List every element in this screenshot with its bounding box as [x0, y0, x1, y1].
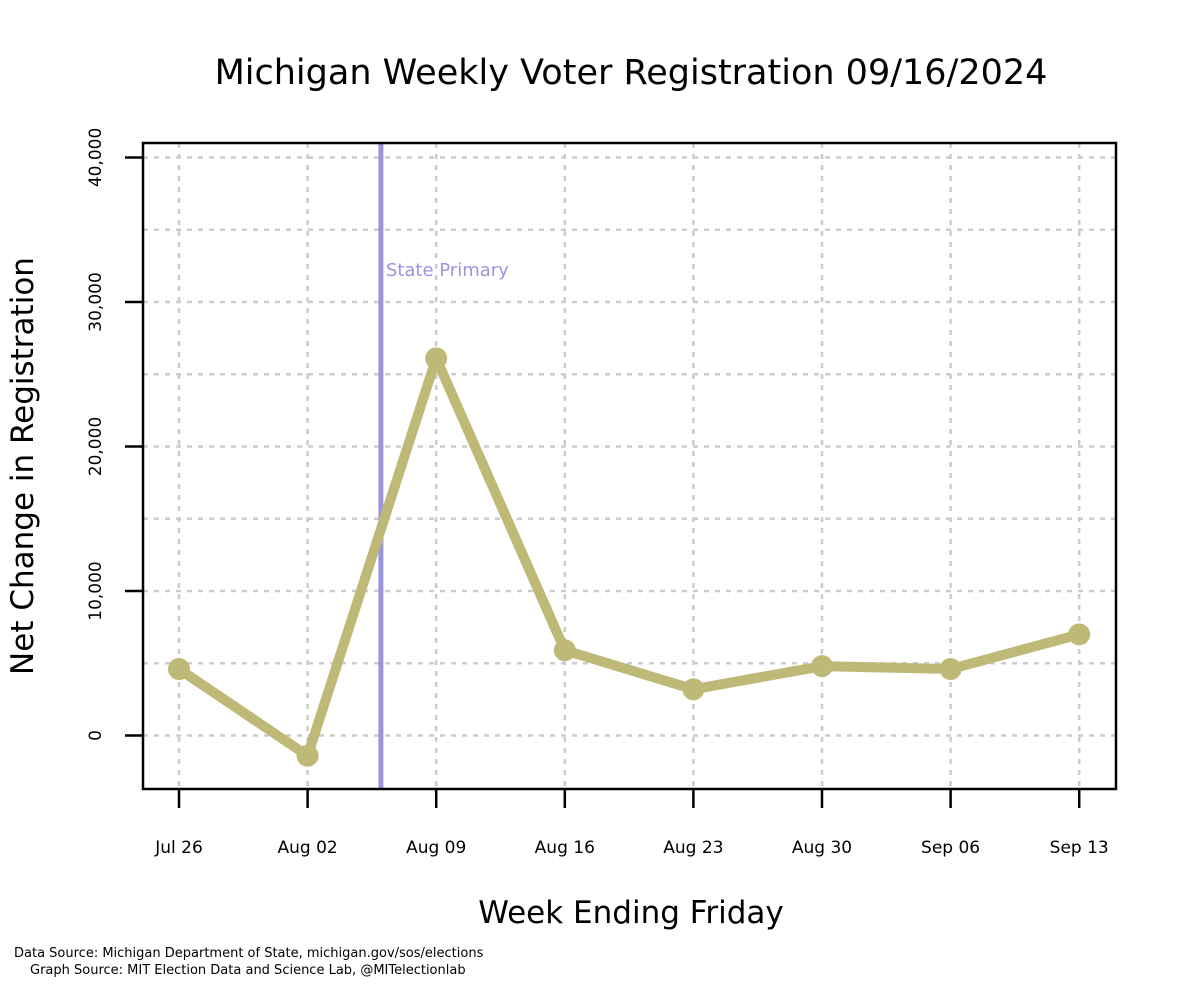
data-point [425, 347, 448, 370]
x-tick-label: Aug 16 [535, 838, 595, 858]
data-point [939, 658, 962, 681]
y-axis-label: Net Change in Registration [5, 257, 41, 675]
graph-source-note: Graph Source: MIT Election Data and Scie… [30, 963, 466, 978]
data-point [553, 639, 576, 662]
grid [143, 143, 1116, 789]
state-primary-label: State Primary [386, 260, 509, 281]
data-point [682, 678, 705, 701]
x-tick-label: Aug 30 [792, 838, 852, 858]
y-tick-label: 0 [86, 730, 106, 741]
x-tick-label: Sep 06 [921, 838, 980, 858]
data-source-note: Data Source: Michigan Department of Stat… [14, 946, 484, 961]
x-tick-label: Aug 09 [406, 838, 466, 858]
axes: 0 10,000 20,000 30,000 40,000 Jul 26 Aug 02 Aug… [86, 128, 1109, 858]
x-tick-label: Sep 13 [1050, 838, 1109, 858]
x-tick-label: Jul 26 [154, 838, 203, 858]
data-point [811, 655, 833, 678]
data-point [296, 744, 319, 767]
data-point [168, 658, 190, 681]
x-axis-label: Week Ending Friday [478, 895, 783, 931]
annotation: State Primary [378, 143, 509, 789]
y-tick-label: 20,000 [86, 417, 106, 476]
data-point [1068, 623, 1091, 646]
x-tick-label: Aug 02 [277, 838, 337, 858]
plot-frame [141, 141, 1118, 791]
y-tick-label: 30,000 [86, 272, 106, 331]
series-line [174, 353, 1085, 761]
chart-title: Michigan Weekly Voter Registration 09/16… [215, 53, 1048, 93]
x-tick-label: Aug 23 [663, 838, 723, 858]
y-tick-label: 40,000 [86, 128, 106, 187]
series [168, 347, 1091, 767]
y-tick-label: 10,000 [86, 561, 106, 620]
